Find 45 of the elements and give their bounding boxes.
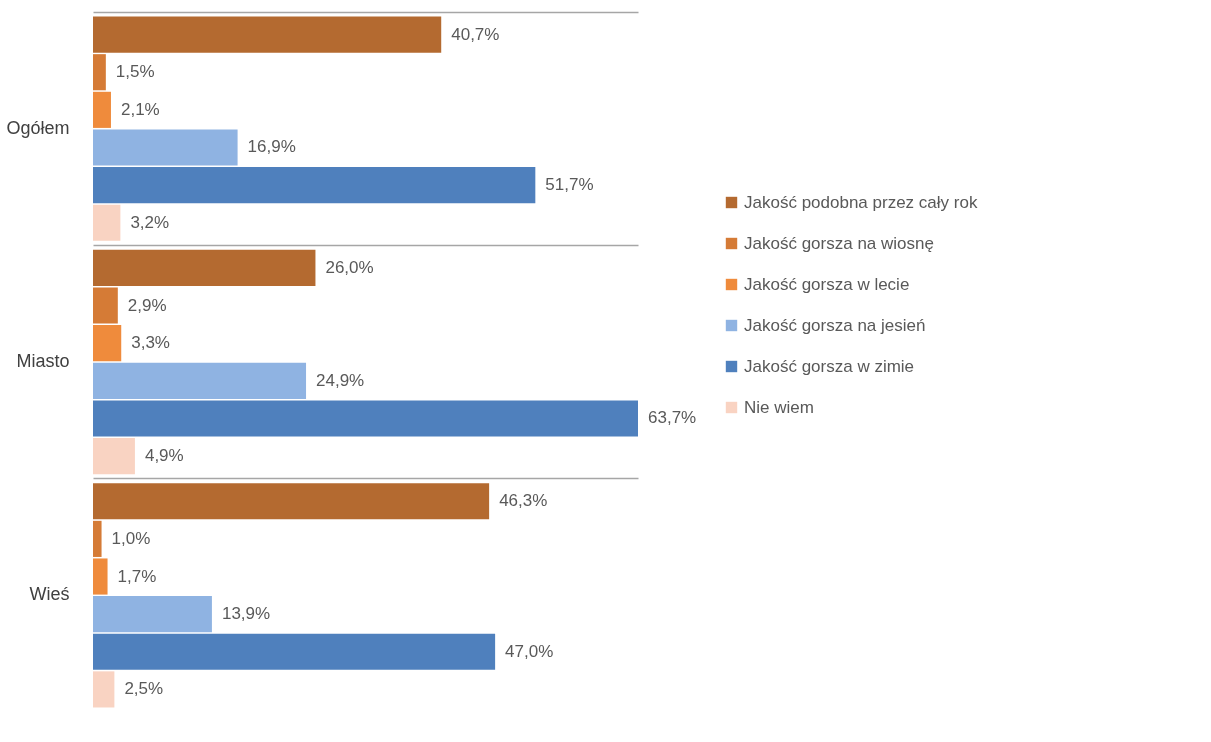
bar (93, 167, 536, 204)
data-label: 2,1% (120, 99, 160, 119)
bar (93, 596, 212, 633)
bar (93, 633, 496, 670)
data-label: 2,9% (127, 295, 167, 315)
bar (93, 483, 490, 520)
data-label: 1,5% (115, 62, 155, 82)
y-tick-label: Miasto (16, 351, 70, 371)
data-label: 1,0% (111, 528, 151, 548)
legend-label: Jakość gorsza na jesień (744, 315, 926, 335)
bar (93, 362, 307, 399)
bar (93, 16, 442, 53)
bar (93, 325, 122, 362)
data-label: 16,9% (247, 137, 296, 157)
legend-label: Jakość gorsza w zimie (744, 356, 915, 376)
data-label: 3,2% (130, 212, 170, 232)
bar (93, 520, 102, 557)
bar (93, 129, 238, 166)
bar (93, 671, 115, 708)
bar (93, 249, 316, 286)
data-label: 40,7% (451, 24, 500, 44)
data-label: 3,3% (131, 333, 170, 353)
legend-label: Jakość gorsza w lecie (744, 274, 910, 294)
bar (93, 204, 121, 241)
bar (93, 54, 106, 91)
legend-label: Nie wiem (744, 397, 814, 417)
data-label: 47,0% (505, 641, 554, 661)
data-label: 1,7% (117, 566, 157, 586)
legend-label: Jakość podobna przez cały rok (744, 192, 978, 212)
y-tick-label: Wieś (29, 584, 70, 605)
y-tick-label: Ogółem (6, 117, 70, 138)
data-label: 51,7% (545, 175, 594, 195)
data-label: 63,7% (648, 408, 697, 428)
data-label: 2,5% (124, 679, 164, 699)
legend-label: Jakość gorsza na wiosnę (744, 233, 934, 253)
bar (93, 287, 118, 324)
data-label: 46,3% (499, 491, 548, 511)
bar (93, 91, 111, 128)
data-label: 24,9% (316, 370, 365, 390)
bar (93, 400, 638, 437)
data-label: 4,9% (144, 446, 184, 466)
data-label: 13,9% (221, 604, 271, 624)
bar (93, 438, 135, 475)
data-label: 26,0% (325, 257, 374, 277)
bar (93, 558, 108, 595)
